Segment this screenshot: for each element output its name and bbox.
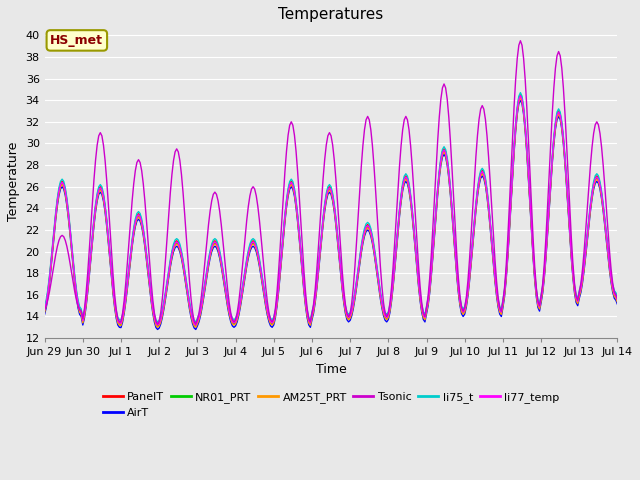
- AM25T_PRT: [614, 300, 621, 305]
- NR01_PRT: [154, 324, 161, 329]
- AM25T_PRT: [401, 179, 408, 184]
- AM25T_PRT: [516, 95, 524, 101]
- PanelT: [516, 92, 524, 97]
- AirT: [388, 299, 396, 304]
- NR01_PRT: [401, 178, 408, 183]
- NR01_PRT: [388, 295, 396, 301]
- PanelT: [147, 294, 155, 300]
- li77_temp: [547, 180, 554, 185]
- Title: Temperatures: Temperatures: [278, 7, 383, 22]
- NR01_PRT: [369, 237, 376, 243]
- li75_t: [614, 294, 621, 300]
- li75_t: [41, 304, 49, 310]
- Tsonic: [154, 321, 161, 327]
- PanelT: [57, 180, 65, 186]
- li77_temp: [154, 322, 161, 328]
- Tsonic: [401, 117, 408, 123]
- AirT: [41, 312, 49, 317]
- Tsonic: [516, 38, 524, 44]
- Tsonic: [547, 141, 554, 146]
- AirT: [547, 184, 554, 190]
- PanelT: [401, 175, 408, 181]
- li75_t: [388, 291, 396, 297]
- li75_t: [369, 233, 376, 239]
- li75_t: [516, 90, 524, 96]
- AirT: [57, 186, 65, 192]
- NR01_PRT: [57, 183, 65, 189]
- li77_temp: [516, 93, 524, 99]
- li75_t: [401, 173, 408, 179]
- Tsonic: [41, 307, 49, 312]
- X-axis label: Time: Time: [316, 363, 346, 376]
- AM25T_PRT: [147, 297, 155, 302]
- AM25T_PRT: [57, 184, 65, 190]
- li77_temp: [147, 295, 155, 300]
- Line: AirT: AirT: [45, 100, 618, 329]
- Y-axis label: Temperature: Temperature: [7, 142, 20, 221]
- AirT: [154, 326, 161, 332]
- Line: li75_t: li75_t: [45, 93, 618, 322]
- PanelT: [369, 235, 376, 241]
- Tsonic: [147, 280, 155, 286]
- Tsonic: [614, 296, 621, 302]
- li75_t: [154, 319, 161, 325]
- li77_temp: [401, 177, 408, 182]
- NR01_PRT: [614, 299, 621, 304]
- AM25T_PRT: [388, 296, 396, 302]
- NR01_PRT: [147, 296, 155, 301]
- Tsonic: [388, 284, 396, 290]
- AirT: [516, 97, 524, 103]
- Line: Tsonic: Tsonic: [45, 41, 618, 324]
- li77_temp: [57, 182, 65, 188]
- li75_t: [547, 176, 554, 182]
- AM25T_PRT: [547, 181, 554, 187]
- Line: AM25T_PRT: AM25T_PRT: [45, 98, 618, 327]
- Tsonic: [369, 143, 376, 149]
- li77_temp: [388, 294, 396, 300]
- Tsonic: [57, 234, 65, 240]
- AM25T_PRT: [41, 309, 49, 315]
- PanelT: [388, 293, 396, 299]
- li75_t: [57, 179, 65, 184]
- AirT: [401, 181, 408, 187]
- AirT: [147, 299, 155, 305]
- NR01_PRT: [516, 94, 524, 100]
- PanelT: [614, 296, 621, 302]
- NR01_PRT: [547, 180, 554, 186]
- PanelT: [41, 306, 49, 312]
- Line: NR01_PRT: NR01_PRT: [45, 97, 618, 326]
- Line: li77_temp: li77_temp: [45, 96, 618, 325]
- AM25T_PRT: [369, 239, 376, 244]
- PanelT: [547, 178, 554, 184]
- PanelT: [154, 321, 161, 327]
- li77_temp: [369, 236, 376, 242]
- li75_t: [147, 291, 155, 297]
- AirT: [369, 240, 376, 246]
- Legend: PanelT, AirT, NR01_PRT, AM25T_PRT, Tsonic, li75_t, li77_temp: PanelT, AirT, NR01_PRT, AM25T_PRT, Tsoni…: [98, 387, 564, 422]
- Text: HS_met: HS_met: [51, 34, 103, 47]
- li77_temp: [614, 297, 621, 303]
- AM25T_PRT: [154, 324, 161, 330]
- NR01_PRT: [41, 308, 49, 314]
- li77_temp: [41, 307, 49, 313]
- Line: PanelT: PanelT: [45, 95, 618, 324]
- AirT: [614, 301, 621, 307]
